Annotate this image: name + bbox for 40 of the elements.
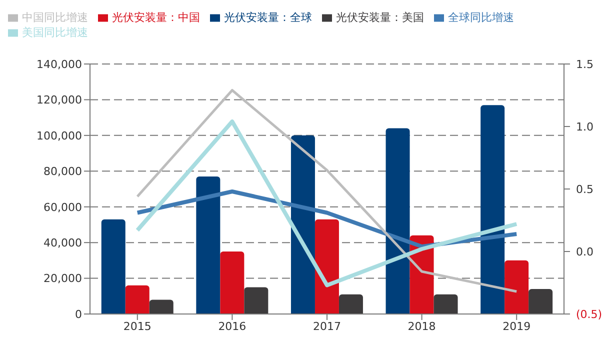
- x-tick-label: 2018: [408, 320, 436, 333]
- y-tick-label: 0: [75, 308, 82, 321]
- y2-tick-label: 1.0: [576, 120, 594, 134]
- bar: [480, 105, 505, 314]
- y-tick-label: 20,000: [44, 272, 82, 286]
- x-tick-label: 2016: [218, 320, 246, 333]
- bar: [338, 294, 363, 314]
- bar: [101, 219, 126, 314]
- y-tick-label: 60,000: [44, 200, 82, 214]
- bar: [196, 176, 220, 314]
- legend-label: 光伏安装量：美国: [336, 11, 424, 24]
- bar: [314, 219, 339, 314]
- bar: [149, 300, 174, 314]
- legend-label: 美国同比增速: [22, 26, 88, 39]
- y-tick-label: 100,000: [36, 129, 82, 142]
- y2-tick-label: 0.5: [576, 183, 594, 196]
- x-tick-label: 2019: [502, 320, 531, 333]
- bar: [434, 294, 458, 314]
- y2-tick-label: 1.5: [576, 58, 594, 71]
- y-tick-label: 140,000: [36, 58, 82, 71]
- line-series: [136, 89, 518, 293]
- y-tick-label: 120,000: [36, 94, 82, 107]
- bar: [125, 285, 150, 314]
- legend-label: 中国同比增速: [22, 11, 88, 24]
- x-tick-label: 2015: [123, 320, 152, 333]
- y2-tick-label: 0.0: [576, 246, 594, 258]
- y-tick-label: 40,000: [44, 236, 82, 250]
- bar: [504, 260, 529, 314]
- bar: [220, 252, 244, 314]
- legend-label: 全球同比增速: [448, 11, 514, 24]
- bar: [290, 135, 315, 314]
- y2-tick-label: (0.5): [576, 308, 602, 321]
- bar: [244, 287, 268, 314]
- legend-label: 光伏安装量：中国: [112, 11, 200, 24]
- x-tick-label: 2017: [313, 320, 341, 333]
- line-series: [135, 120, 519, 288]
- y-tick-label: 80,000: [44, 165, 82, 178]
- bar: [386, 128, 410, 314]
- legend-label: 光伏安装量：全球: [224, 11, 312, 24]
- bar: [528, 289, 553, 314]
